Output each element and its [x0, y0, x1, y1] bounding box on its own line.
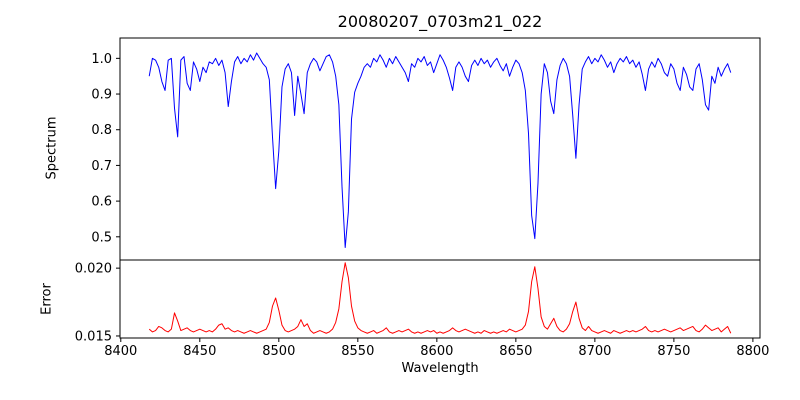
panels: 1.0 0.9 0.8 0.7 0.6 0.5 0.020 0.015	[75, 37, 761, 344]
x-tick-label: 8400	[104, 344, 137, 359]
error-y-tick-label: 0.015	[75, 329, 112, 344]
x-tick-label: 8600	[420, 344, 453, 359]
x-tick-label: 8650	[499, 344, 532, 359]
x-axis: 8400 8450 8500 8550 8600 8650 8700 8750 8800	[104, 338, 769, 359]
spectrum-y-tick-label: 0.7	[91, 159, 112, 174]
error-spines	[119, 259, 761, 339]
x-tick-label: 8800	[736, 344, 769, 359]
spectrum-y-tick-label: 1.0	[91, 52, 112, 67]
spectrum-axes: 1.0 0.9 0.8 0.7 0.6 0.5	[91, 37, 761, 261]
error-axes: 0.020 0.015	[75, 259, 761, 344]
error-series-line	[148, 262, 732, 334]
x-tick-label: 8750	[657, 344, 690, 359]
spectrum-y-tick-label: 0.9	[91, 88, 112, 103]
spectrum-series-line	[148, 52, 732, 249]
spectrum-y-tick-label: 0.6	[91, 195, 112, 210]
x-tick-label: 8450	[183, 344, 216, 359]
spectrum-y-tick-label: 0.5	[91, 230, 112, 245]
error-y-tick-label: 0.020	[75, 262, 112, 277]
x-tick-label: 8500	[262, 344, 295, 359]
chart-title: 20080207_0703m21_022	[337, 12, 543, 31]
x-tick-label: 8550	[341, 344, 374, 359]
spectrum-y-tick-label: 0.8	[91, 123, 112, 138]
x-tick-label: 8700	[578, 344, 611, 359]
x-axis-label: Wavelength	[401, 361, 479, 376]
